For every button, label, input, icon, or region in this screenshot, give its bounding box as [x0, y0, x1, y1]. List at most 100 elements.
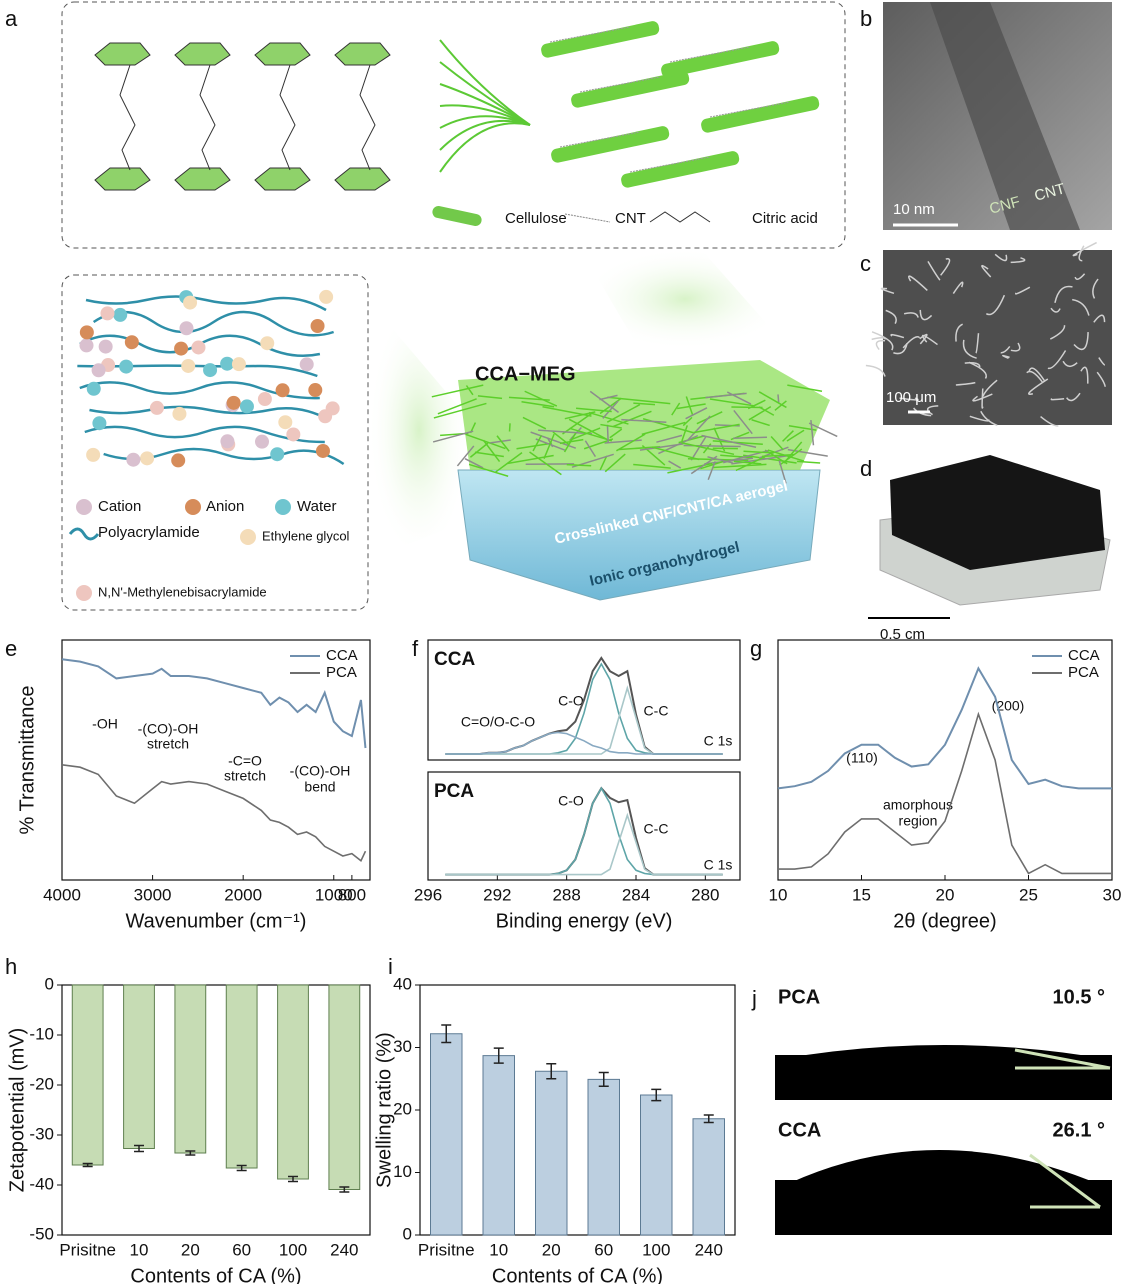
bar: [71, 984, 104, 1166]
glucose-ring: [334, 167, 391, 191]
x-tick-label: Prisitne: [59, 1240, 116, 1259]
y-axis-label: % Transmittance: [16, 686, 38, 835]
fiber: [604, 439, 642, 444]
fiber: [758, 406, 775, 416]
fiber: [733, 409, 753, 435]
legend-label: Cation: [98, 498, 141, 515]
x-tick-label: 284: [622, 885, 650, 904]
pore-edge: [955, 323, 963, 342]
fiber: [651, 446, 700, 461]
annotation: bend: [304, 779, 335, 795]
fiber: [576, 407, 612, 413]
glucose-ring: [94, 167, 151, 191]
fiber: [568, 418, 607, 440]
series-line: [445, 786, 723, 876]
contact-angle-line: [1029, 1153, 1101, 1209]
y-tick-label: -50: [29, 1224, 54, 1243]
series-line: [777, 666, 1112, 790]
legend-label: Citric acid: [752, 210, 818, 227]
panel-label: g: [750, 636, 762, 661]
ion: [86, 381, 101, 396]
ion: [79, 338, 94, 353]
fiber: [559, 438, 584, 445]
fiber: [616, 433, 646, 452]
cellulose-bundle: [661, 41, 780, 78]
fiber: [743, 450, 774, 454]
legend-label: PCA: [326, 664, 357, 681]
fiber: [690, 455, 718, 475]
droplet: [775, 1150, 1112, 1190]
fiber: [599, 455, 608, 471]
fiber: [726, 391, 752, 405]
ion: [183, 295, 198, 310]
pore-edge: [1096, 371, 1106, 387]
pore-edge: [1098, 357, 1106, 366]
y-tick-label: -10: [29, 1024, 54, 1043]
pore-edge: [985, 294, 1006, 316]
polymer-chain: [84, 425, 325, 444]
ion: [220, 356, 235, 371]
polymer-chain: [89, 405, 331, 422]
pore-edge: [903, 312, 919, 318]
fiber: [563, 432, 577, 453]
y-tick-label: -30: [29, 1124, 54, 1143]
ion: [100, 306, 115, 321]
fiber: [677, 403, 706, 410]
annotation: -C=O: [228, 753, 262, 769]
panel-label: b: [860, 6, 872, 31]
bar: [587, 1078, 620, 1236]
pore-edge: [907, 275, 928, 291]
y-tick-label: 30: [393, 1037, 412, 1056]
cellulose-bundle: [621, 151, 740, 188]
x-tick-label: 20: [181, 1240, 200, 1259]
pore-edge: [919, 333, 928, 345]
annotation: stretch: [147, 736, 189, 752]
series-line: [778, 711, 1112, 875]
ion: [126, 452, 141, 467]
pore-edge: [1080, 366, 1089, 384]
ion: [310, 318, 325, 333]
ion: [255, 434, 270, 449]
fiber: [569, 427, 601, 441]
ion: [86, 447, 101, 462]
pore-edge: [1050, 398, 1065, 401]
fiber: [508, 423, 511, 432]
fiber: [508, 396, 550, 401]
fiber: [599, 394, 618, 401]
x-tick-label: 60: [594, 1240, 613, 1259]
legend-label: CCA: [326, 647, 358, 664]
bar: [692, 1118, 725, 1236]
annotation: C=O/O-C-O: [461, 714, 535, 730]
pore-edge: [1040, 415, 1059, 427]
y-axis-label: Swelling ratio (%): [373, 1032, 395, 1188]
fiber: [433, 402, 487, 419]
x-tick-label: 100: [642, 1240, 670, 1259]
x-tick-label: 30: [1103, 885, 1122, 904]
ion: [257, 392, 272, 407]
bar: [225, 984, 258, 1169]
fiber: [733, 460, 762, 465]
fiber: [668, 460, 682, 469]
glucose-ring: [174, 167, 231, 191]
pore-edge: [975, 333, 980, 354]
sample-name: CCA: [778, 1119, 821, 1141]
fiber: [671, 402, 681, 416]
plot-frame: [777, 639, 1113, 881]
subplot-title: PCA: [434, 781, 474, 802]
nanotube: [930, 2, 1080, 230]
pore-edge: [926, 405, 939, 416]
molecule-structure: [94, 21, 820, 191]
annotation: region: [899, 813, 938, 829]
fiber: [496, 435, 510, 452]
annotation: -OH: [92, 716, 118, 732]
bar: [174, 984, 207, 1154]
legend-label: Water: [297, 498, 336, 515]
legend-label: PCA: [1068, 664, 1099, 681]
mba-icon: [76, 585, 92, 601]
annotation: -(CO)-OH: [138, 721, 199, 737]
fiber: [437, 398, 477, 415]
x-tick-label: 20: [542, 1240, 561, 1259]
panel-label: j: [751, 986, 757, 1011]
pore-edge: [968, 361, 987, 379]
